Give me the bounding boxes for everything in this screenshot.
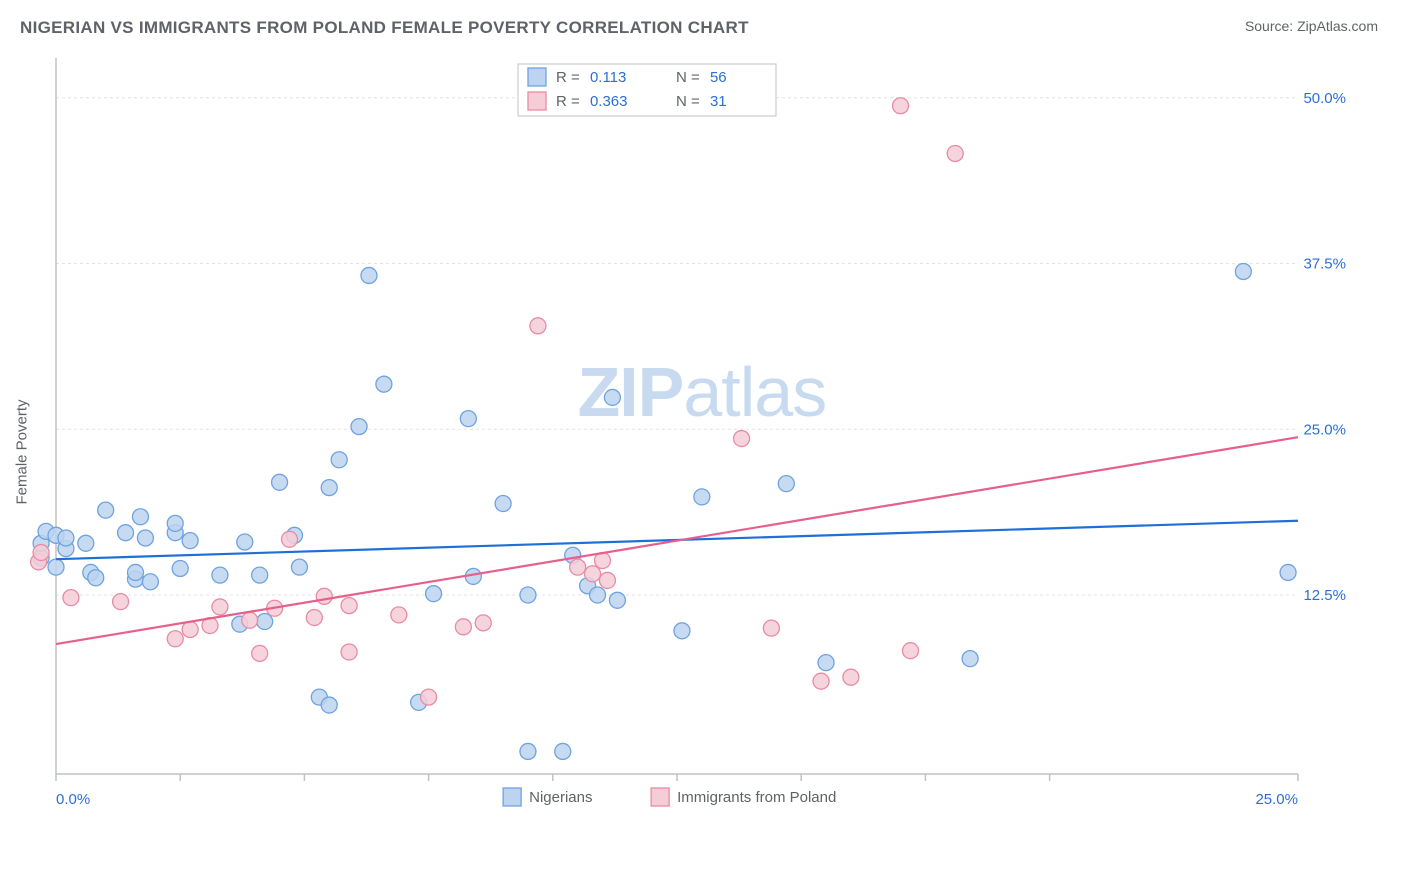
- data-point: [351, 419, 367, 435]
- data-point: [78, 535, 94, 551]
- y-tick-label: 37.5%: [1303, 256, 1346, 273]
- chart-title: NIGERIAN VS IMMIGRANTS FROM POLAND FEMAL…: [20, 18, 749, 38]
- x-tick-label: 25.0%: [1255, 791, 1298, 808]
- data-point: [212, 599, 228, 615]
- y-tick-label: 50.0%: [1303, 90, 1346, 107]
- data-point: [694, 489, 710, 505]
- data-point: [570, 559, 586, 575]
- data-point: [321, 697, 337, 713]
- data-point: [331, 452, 347, 468]
- data-point: [475, 615, 491, 631]
- data-point: [893, 98, 909, 114]
- legend-bottom-swatch: [503, 788, 521, 806]
- data-point: [137, 530, 153, 546]
- data-point: [118, 525, 134, 541]
- data-point: [132, 509, 148, 525]
- data-point: [281, 531, 297, 547]
- data-point: [426, 586, 442, 602]
- source-site: ZipAtlas.com: [1297, 18, 1378, 34]
- data-point: [962, 651, 978, 667]
- legend-n-label: N = 31: [676, 93, 727, 110]
- header: NIGERIAN VS IMMIGRANTS FROM POLAND FEMAL…: [0, 0, 1406, 46]
- y-tick-label: 25.0%: [1303, 421, 1346, 438]
- y-tick-label: 12.5%: [1303, 587, 1346, 604]
- data-point: [520, 743, 536, 759]
- data-point: [272, 474, 288, 490]
- data-point: [460, 411, 476, 427]
- legend-bottom-swatch: [651, 788, 669, 806]
- source-label: Source:: [1245, 18, 1293, 34]
- data-point: [48, 559, 64, 575]
- data-point: [763, 620, 779, 636]
- data-point: [182, 533, 198, 549]
- data-point: [98, 502, 114, 518]
- data-point: [113, 594, 129, 610]
- data-point: [341, 598, 357, 614]
- data-point: [530, 318, 546, 334]
- data-point: [599, 572, 615, 588]
- data-point: [306, 610, 322, 626]
- data-point: [167, 631, 183, 647]
- legend-r-label: R = 0.363: [556, 93, 627, 110]
- data-point: [674, 623, 690, 639]
- y-axis-label: Female Poverty: [14, 399, 31, 504]
- legend-swatch: [528, 92, 546, 110]
- data-point: [604, 389, 620, 405]
- chart-area: Female Poverty 0.0%25.0%12.5%25.0%37.5%5…: [36, 58, 1380, 846]
- data-point: [813, 673, 829, 689]
- data-point: [88, 570, 104, 586]
- data-point: [58, 530, 74, 546]
- data-point: [590, 587, 606, 603]
- data-point: [142, 574, 158, 590]
- data-point: [495, 496, 511, 512]
- data-point: [341, 644, 357, 660]
- data-point: [182, 621, 198, 637]
- data-point: [421, 689, 437, 705]
- data-point: [1235, 263, 1251, 279]
- x-tick-label: 0.0%: [56, 791, 90, 808]
- data-point: [585, 566, 601, 582]
- data-point: [555, 743, 571, 759]
- data-point: [609, 592, 625, 608]
- scatter-plot: 0.0%25.0%12.5%25.0%37.5%50.0%ZIPatlasR =…: [56, 58, 1356, 818]
- data-point: [778, 476, 794, 492]
- data-point: [167, 515, 183, 531]
- legend-r-label: R = 0.113: [556, 69, 626, 86]
- data-point: [1280, 564, 1296, 580]
- data-point: [316, 588, 332, 604]
- data-point: [902, 643, 918, 659]
- data-point: [376, 376, 392, 392]
- data-point: [818, 655, 834, 671]
- source-credit: Source: ZipAtlas.com: [1245, 18, 1378, 34]
- data-point: [212, 567, 228, 583]
- legend-n-label: N = 56: [676, 69, 727, 86]
- data-point: [242, 612, 258, 628]
- data-point: [291, 559, 307, 575]
- data-point: [237, 534, 253, 550]
- data-point: [257, 614, 273, 630]
- data-point: [361, 267, 377, 283]
- data-point: [252, 567, 268, 583]
- data-point: [33, 545, 49, 561]
- legend-bottom-label: Immigrants from Poland: [677, 789, 836, 806]
- data-point: [127, 564, 143, 580]
- data-point: [172, 560, 188, 576]
- data-point: [391, 607, 407, 623]
- data-point: [843, 669, 859, 685]
- data-point: [520, 587, 536, 603]
- data-point: [252, 645, 268, 661]
- data-point: [63, 590, 79, 606]
- data-point: [321, 480, 337, 496]
- legend-bottom-label: Nigerians: [529, 789, 592, 806]
- legend-swatch: [528, 68, 546, 86]
- data-point: [947, 145, 963, 161]
- data-point: [455, 619, 471, 635]
- data-point: [734, 431, 750, 447]
